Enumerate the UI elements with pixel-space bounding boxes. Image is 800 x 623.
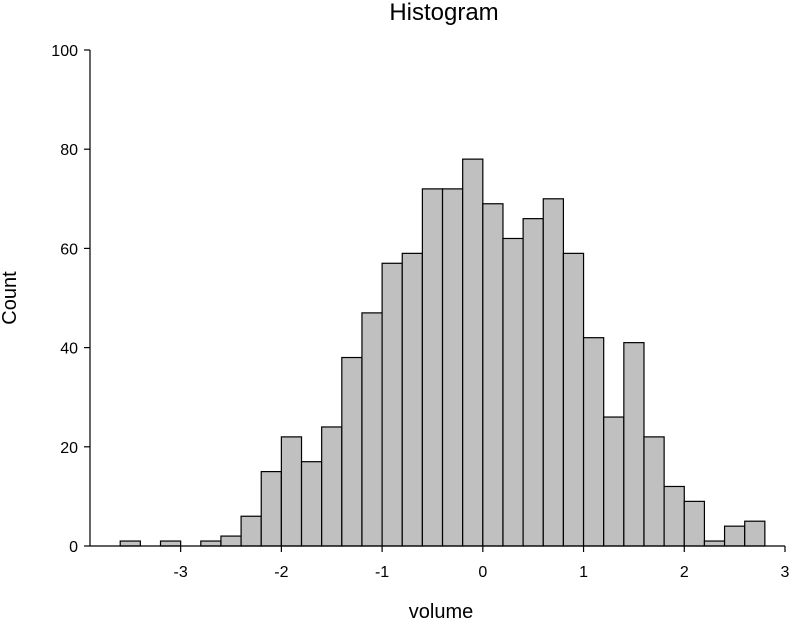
- histogram-bar: [482, 203, 504, 547]
- x-tick-label: 3: [781, 564, 790, 581]
- histogram-bar: [723, 525, 746, 547]
- histogram-bar: [623, 342, 645, 547]
- histogram-bar: [200, 540, 222, 547]
- y-axis-label: Count: [0, 271, 21, 325]
- axes-group: [89, 50, 785, 547]
- histogram-bar: [159, 540, 182, 547]
- histogram-bar: [683, 500, 706, 547]
- histogram-bar: [502, 237, 524, 547]
- histogram-bar: [703, 540, 726, 547]
- histogram-bar: [300, 461, 323, 547]
- histogram-bar: [321, 426, 343, 547]
- ticks-group: 0 20 40 60 80 100 -3 -2 -1 0 1 2 3: [51, 43, 789, 581]
- histogram-bar: [220, 535, 242, 547]
- histogram-bar: [663, 485, 685, 547]
- bars-group: [119, 158, 766, 547]
- histogram-bar: [744, 520, 766, 547]
- y-tick-label: 20: [60, 440, 78, 457]
- histogram-bar: [562, 252, 585, 547]
- x-tick-label: -2: [274, 564, 288, 581]
- y-tick-label: 100: [51, 43, 78, 60]
- histogram-bar: [603, 416, 625, 547]
- chart-title: Histogram: [389, 0, 498, 26]
- histogram-bar: [462, 158, 484, 547]
- histogram-bar: [421, 188, 444, 547]
- histogram-bar: [381, 262, 403, 547]
- histogram-bar: [643, 436, 665, 547]
- y-tick-label: 0: [69, 539, 78, 556]
- histogram-bar: [361, 312, 383, 547]
- histogram-bar: [240, 515, 262, 547]
- x-tick-label: -3: [174, 564, 188, 581]
- histogram-bar: [260, 471, 282, 547]
- x-tick-label: 2: [680, 564, 689, 581]
- histogram-bar: [441, 188, 464, 547]
- y-tick-label: 60: [60, 241, 78, 258]
- histogram-bar: [542, 198, 565, 547]
- histogram-bar: [341, 356, 363, 547]
- y-tick-label: 40: [60, 341, 78, 358]
- histogram-bar: [582, 337, 605, 547]
- histogram-bar: [280, 436, 303, 547]
- x-axis-label: volume: [409, 601, 473, 623]
- x-tick-label: 1: [579, 564, 588, 581]
- y-tick-label: 80: [60, 142, 78, 159]
- x-tick-label: -1: [375, 564, 389, 581]
- histogram-bar: [119, 540, 141, 547]
- histogram-bar: [522, 218, 544, 547]
- histogram-bar: [401, 252, 423, 547]
- x-tick-label: 0: [478, 564, 487, 581]
